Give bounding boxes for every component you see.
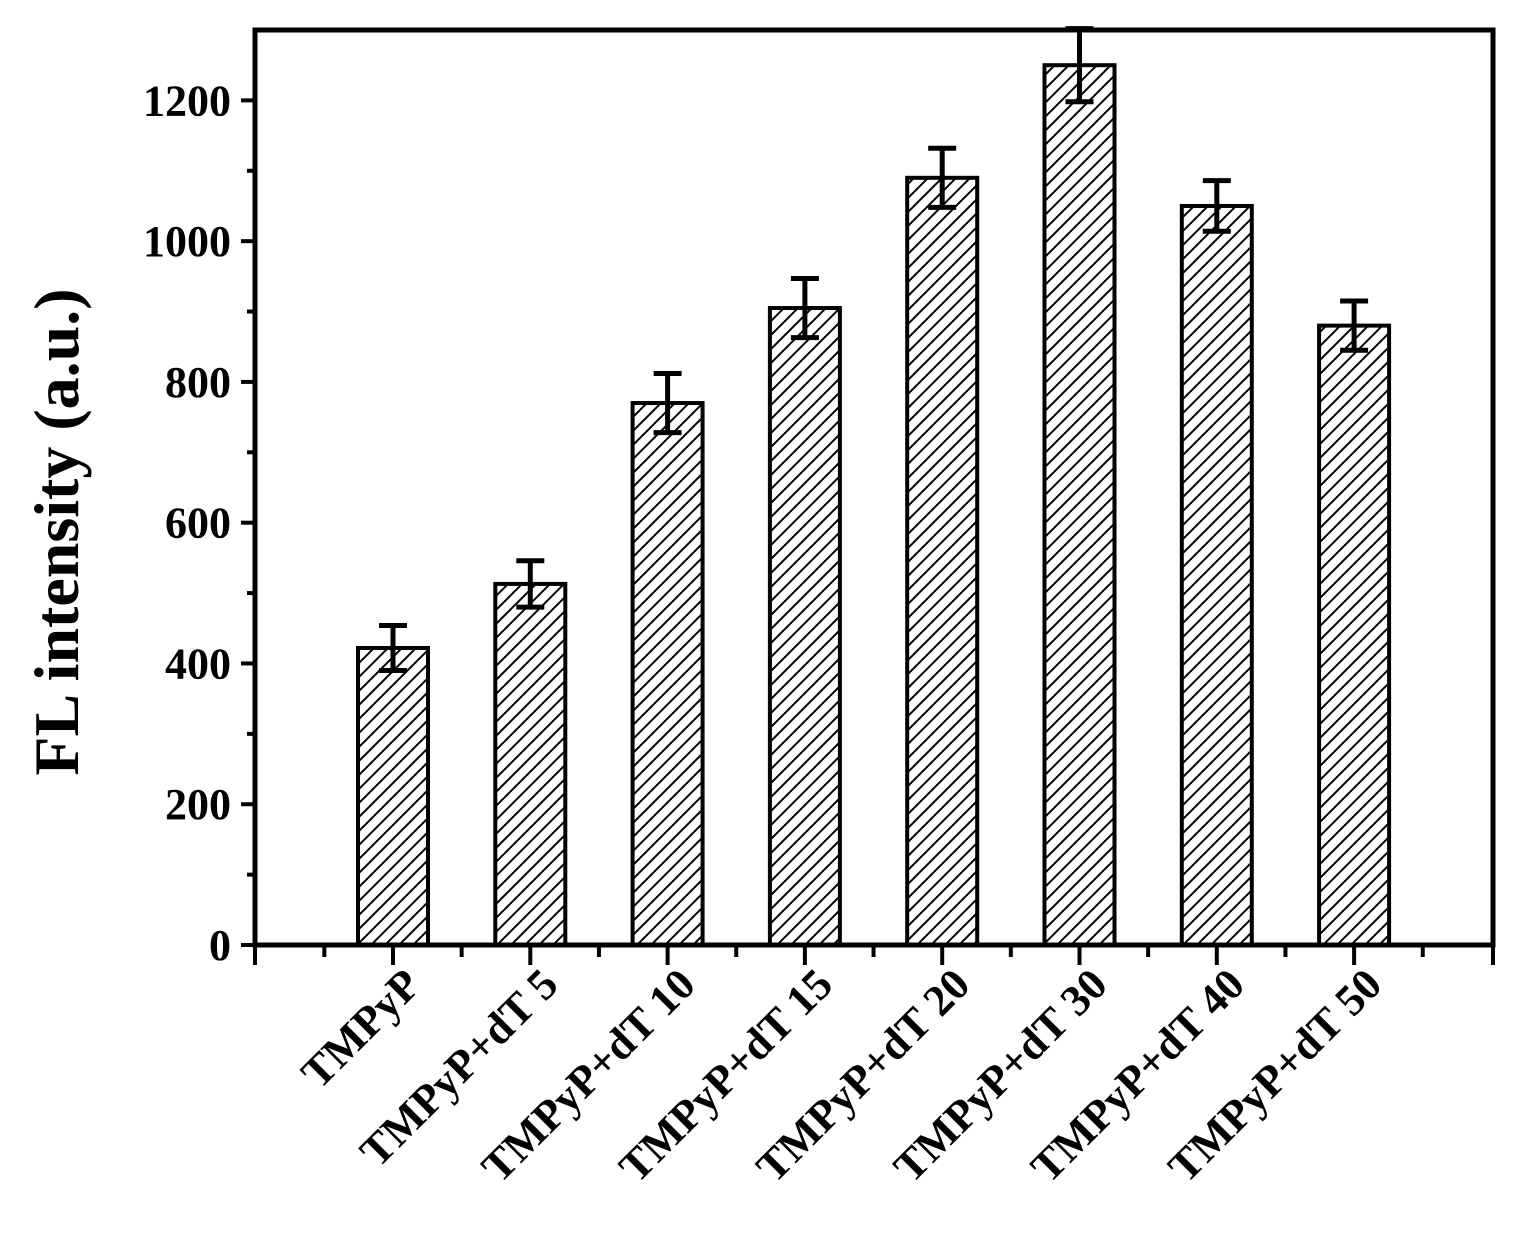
error-bar-3 bbox=[790, 275, 819, 341]
y-axis-title: FL intensity (a.u.) bbox=[21, 288, 92, 775]
bar-5 bbox=[1042, 63, 1117, 947]
bar-2 bbox=[630, 401, 705, 947]
y-tick-label: 0 bbox=[209, 921, 231, 970]
x-tick-label: TMPyP bbox=[292, 959, 430, 1097]
bar-7 bbox=[1317, 323, 1392, 948]
plot-frame bbox=[252, 27, 1496, 948]
error-bar-4 bbox=[928, 145, 957, 210]
y-tick-label: 200 bbox=[165, 780, 231, 829]
bar-0 bbox=[356, 645, 430, 947]
error-bar-7 bbox=[1340, 298, 1369, 353]
bar-1 bbox=[493, 581, 568, 948]
error-bars-layer bbox=[379, 26, 1369, 673]
error-bar-6 bbox=[1202, 178, 1231, 234]
bar-6 bbox=[1179, 203, 1254, 947]
y-tick-label: 1200 bbox=[143, 76, 231, 125]
bar-3 bbox=[767, 306, 842, 947]
y-tick-label: 800 bbox=[165, 358, 231, 407]
y-tick-labels: 0 200 400 600 800 1000 1200 bbox=[143, 76, 231, 970]
error-bar-1 bbox=[516, 558, 545, 610]
y-tick-label: 400 bbox=[165, 639, 231, 688]
axes-layer bbox=[241, 27, 1496, 965]
y-axis-title-group: FL intensity (a.u.) bbox=[21, 288, 92, 775]
y-tick-label: 600 bbox=[165, 499, 231, 548]
error-bar-0 bbox=[379, 622, 407, 673]
bar-4 bbox=[905, 175, 980, 948]
error-bar-2 bbox=[653, 370, 682, 436]
y-tick-label: 1000 bbox=[143, 217, 231, 266]
bars-layer bbox=[356, 63, 1392, 948]
